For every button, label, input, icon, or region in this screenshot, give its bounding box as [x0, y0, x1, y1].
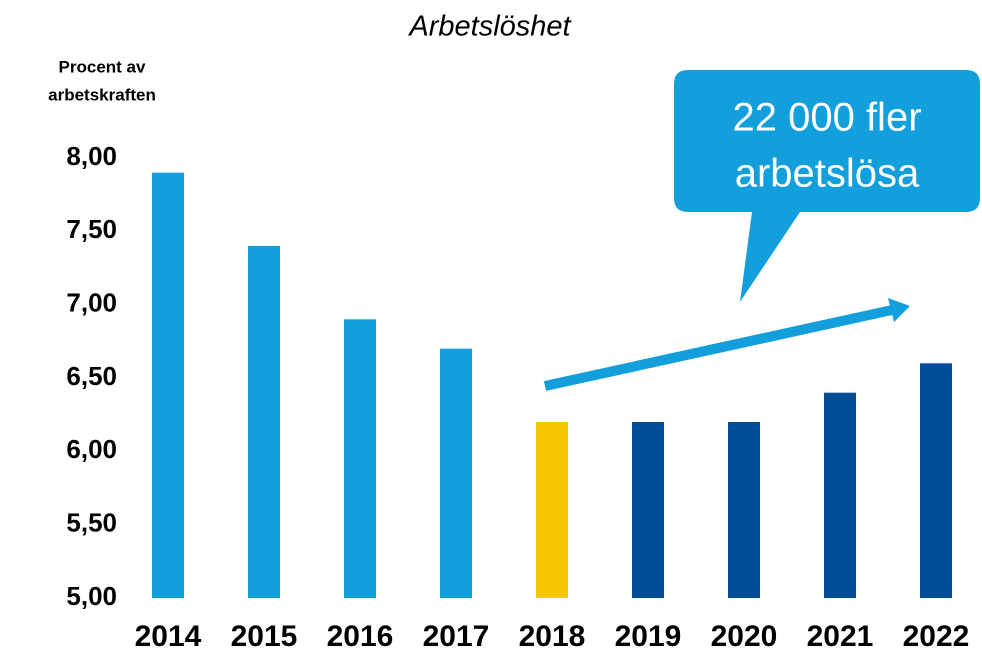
callout-box: [674, 70, 980, 302]
trend-arrow: [543, 298, 910, 391]
bar: [728, 422, 760, 598]
y-tick-label: 6,50: [66, 361, 117, 391]
y-axis-label: arbetskraften: [48, 85, 156, 104]
y-axis-label: Procent av: [59, 57, 146, 76]
bar: [152, 172, 184, 598]
annotation-text: arbetslösa: [735, 152, 920, 196]
x-tick-label: 2020: [711, 620, 778, 653]
chart-title: Arbetslöshet: [407, 11, 572, 43]
bar: [920, 363, 952, 598]
y-tick-label: 7,50: [66, 214, 117, 244]
x-tick-label: 2018: [519, 620, 586, 653]
y-tick-label: 8,00: [66, 141, 117, 171]
y-tick-label: 5,50: [66, 508, 117, 538]
x-tick-label: 2019: [615, 620, 682, 653]
bar: [440, 348, 472, 598]
arrow-head: [888, 298, 910, 322]
bar: [536, 422, 568, 598]
y-tick-label: 6,00: [66, 434, 117, 464]
arrow-line: [543, 305, 894, 391]
x-tick-label: 2017: [423, 620, 490, 653]
bar: [344, 319, 376, 598]
x-tick-label: 2021: [807, 620, 874, 653]
annotation-text: 22 000 fler: [732, 96, 921, 140]
x-tick-label: 2014: [135, 620, 202, 653]
x-tick-label: 2015: [231, 620, 298, 653]
bar: [248, 246, 280, 598]
bar: [824, 392, 856, 598]
callout: 22 000 fler arbetslösa: [674, 70, 980, 302]
bar: [632, 422, 664, 598]
x-tick-label: 2022: [903, 620, 970, 653]
x-tick-label: 2016: [327, 620, 394, 653]
y-tick-label: 7,00: [66, 288, 117, 318]
y-tick-label: 5,00: [66, 581, 117, 611]
